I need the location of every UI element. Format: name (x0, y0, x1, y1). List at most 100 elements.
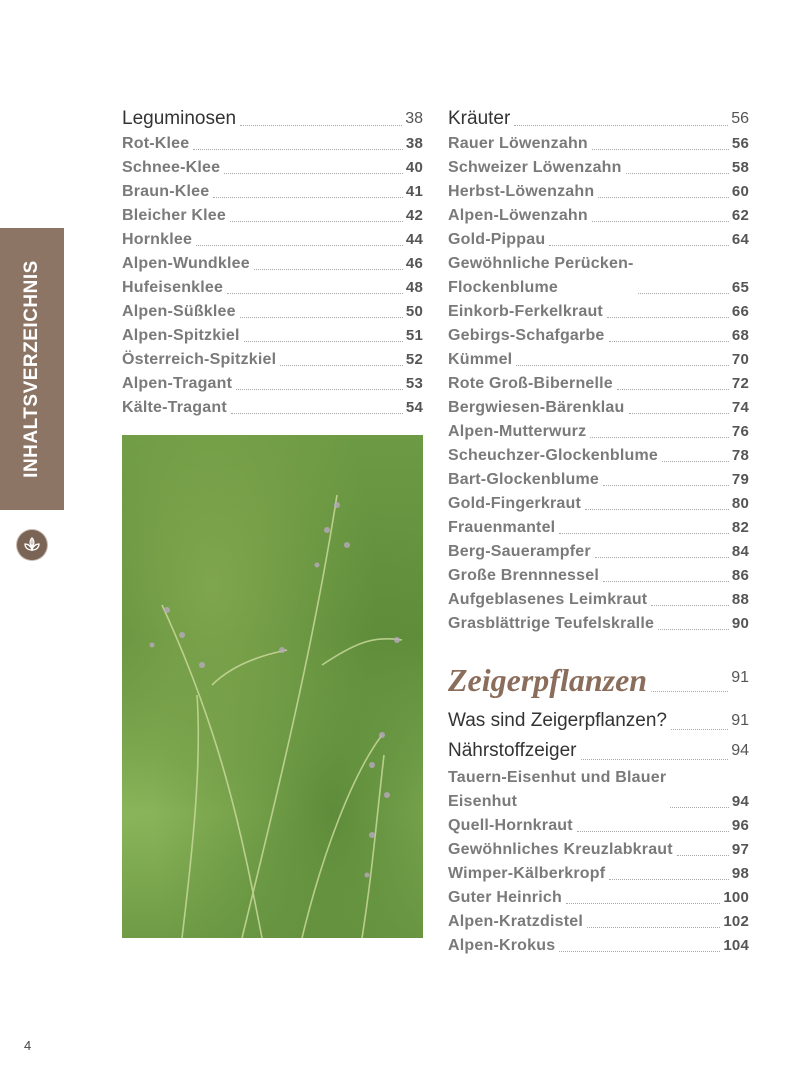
dotted-leader (591, 221, 729, 222)
page-ref: 48 (405, 279, 423, 296)
entry-title: Alpen-Mutterwurz (448, 423, 587, 440)
toc-entry[interactable]: Bergwiesen-Bärenklau 74 (448, 396, 749, 420)
entry-title: Grasblättrige Teufelskralle (448, 615, 655, 632)
toc-entry[interactable]: Scheuchzer-Glockenblume 78 (448, 444, 749, 468)
dotted-leader (651, 691, 729, 692)
page-ref: 54 (405, 399, 423, 416)
entry-title: Rote Groß-Bibernelle (448, 375, 613, 392)
page-ref: 78 (731, 447, 749, 464)
dotted-leader (229, 221, 403, 222)
dotted-leader (625, 173, 729, 174)
toc-entry[interactable]: Aufgeblasenes Leimkraut 88 (448, 588, 749, 612)
section-tab: INHALTSVERZEICHNIS (0, 228, 64, 510)
toc-entry[interactable]: Tauern-Eisenhut und Blauer Eisenhut 94 (448, 766, 749, 814)
toc-entry[interactable]: Guter Heinrich 100 (448, 886, 749, 910)
toc-entry[interactable]: Schweizer Löwenzahn 58 (448, 156, 749, 180)
toc-entry[interactable]: Rauer Löwenzahn 56 (448, 132, 749, 156)
page-ref: 68 (731, 327, 749, 344)
toc-entry[interactable]: Kümmel 70 (448, 348, 749, 372)
page-ref: 60 (731, 183, 749, 200)
entry-title: Hufeisenklee (122, 279, 224, 296)
page-ref: 40 (405, 159, 423, 176)
grass-photo (122, 435, 423, 938)
toc-entry[interactable]: Gold-Fingerkraut 80 (448, 492, 749, 516)
dotted-leader (598, 197, 729, 198)
entry-title: Tauern-Eisenhut und Blauer Eisenhut (448, 769, 667, 810)
dotted-leader (236, 389, 403, 390)
dotted-leader (280, 365, 403, 366)
toc-entry[interactable]: Frauenmantel 82 (448, 516, 749, 540)
dotted-leader (603, 581, 729, 582)
toc-heading[interactable]: Kräuter 56 (448, 106, 749, 132)
toc-entry[interactable]: Alpen-Süßklee 50 (122, 300, 423, 324)
toc-entry[interactable]: Alpen-Mutterwurz 76 (448, 420, 749, 444)
page-ref: 84 (731, 543, 749, 560)
toc-entry[interactable]: Alpen-Tragant 53 (122, 372, 423, 396)
toc-heading[interactable]: Was sind Zeigerpflanzen? 91 (448, 706, 749, 736)
entry-title: Schnee-Klee (122, 159, 221, 176)
toc-entry[interactable]: Rote Groß-Bibernelle 72 (448, 372, 749, 396)
toc-entry[interactable]: Bart-Glockenblume 79 (448, 468, 749, 492)
dotted-leader (559, 951, 721, 952)
page-ref: 86 (731, 567, 749, 584)
entry-title: Kälte-Tragant (122, 399, 227, 416)
page-ref: 46 (405, 255, 423, 272)
entry-title: Herbst-Löwenzahn (448, 183, 595, 200)
toc-entry[interactable]: Herbst-Löwenzahn 60 (448, 180, 749, 204)
dotted-leader (591, 149, 729, 150)
page-ref: 65 (731, 279, 749, 296)
toc-entry[interactable]: Hufeisenklee 48 (122, 276, 423, 300)
toc-entry[interactable]: Gewöhnliche Perücken- Flockenblume 65 (448, 252, 749, 300)
toc-entry[interactable]: Gewöhnliches Kreuzlabkraut 97 (448, 838, 749, 862)
toc-heading[interactable]: Leguminosen 38 (122, 106, 423, 132)
page-ref: 72 (731, 375, 749, 392)
entry-title: Kräuter (448, 108, 511, 129)
page-ref: 44 (405, 231, 423, 248)
entry-title: Scheuchzer-Glockenblume (448, 447, 658, 464)
entry-title: Berg-Sauerampfer (448, 543, 591, 560)
page-ref: 66 (731, 303, 749, 320)
toc-entry[interactable]: Schnee-Klee 40 (122, 156, 423, 180)
toc-entry[interactable]: Braun-Klee 41 (122, 180, 423, 204)
dotted-leader (514, 125, 729, 126)
toc-entry[interactable]: Hornklee 44 (122, 228, 423, 252)
toc-entry[interactable]: Kälte-Tragant 54 (122, 396, 423, 420)
toc-entry[interactable]: Grasblättrige Teufelskralle 90 (448, 612, 749, 636)
dotted-leader (670, 807, 729, 808)
dotted-leader (196, 245, 403, 246)
dotted-leader (240, 125, 403, 126)
toc-entry[interactable]: Rot-Klee 38 (122, 132, 423, 156)
toc-heading[interactable]: Nährstoffzeiger 94 (448, 736, 749, 766)
entry-title: Bergwiesen-Bärenklau (448, 399, 625, 416)
page-ref: 56 (731, 135, 749, 152)
dotted-leader (658, 629, 729, 630)
toc-entry[interactable]: Alpen-Spitzkiel 51 (122, 324, 423, 348)
page-ref: 98 (731, 865, 749, 882)
toc-entry[interactable]: Alpen-Löwenzahn 62 (448, 204, 749, 228)
entry-title: Alpen-Krokus (448, 937, 556, 954)
toc-entry[interactable]: Quell-Hornkraut 96 (448, 814, 749, 838)
toc-entry[interactable]: Alpen-Kratzdistel 102 (448, 910, 749, 934)
dotted-leader (651, 605, 729, 606)
dotted-leader (516, 365, 729, 366)
dotted-leader (603, 485, 729, 486)
toc-entry[interactable]: Gebirgs-Schafgarbe 68 (448, 324, 749, 348)
toc-column-left: Leguminosen 38 Rot-Klee 38 Schnee-Klee 40 Brau… (122, 106, 423, 420)
page-ref: 97 (731, 841, 749, 858)
toc-entry[interactable]: Alpen-Wundklee 46 (122, 252, 423, 276)
toc-entry[interactable]: Einkorb-Ferkelkraut 66 (448, 300, 749, 324)
section-tab-label: INHALTSVERZEICHNIS (21, 260, 42, 478)
dotted-leader (243, 341, 403, 342)
toc-entry[interactable]: Alpen-Krokus 104 (448, 934, 749, 958)
toc-entry[interactable]: Gold-Pippau 64 (448, 228, 749, 252)
toc-entry[interactable]: Wimper-Kälberkropf 98 (448, 862, 749, 886)
entry-title: Gebirgs-Schafgarbe (448, 327, 605, 344)
toc-chapter[interactable]: Zeigerpflanzen 91 (448, 656, 749, 702)
toc-entry[interactable]: Bleicher Klee 42 (122, 204, 423, 228)
toc-entry[interactable]: Berg-Sauerampfer 84 (448, 540, 749, 564)
entry-title: Alpen-Löwenzahn (448, 207, 588, 224)
entry-title: Hornklee (122, 231, 193, 248)
toc-entry[interactable]: Österreich-Spitzkiel 52 (122, 348, 423, 372)
toc-entry[interactable]: Große Brennnessel 86 (448, 564, 749, 588)
dotted-leader (239, 317, 403, 318)
